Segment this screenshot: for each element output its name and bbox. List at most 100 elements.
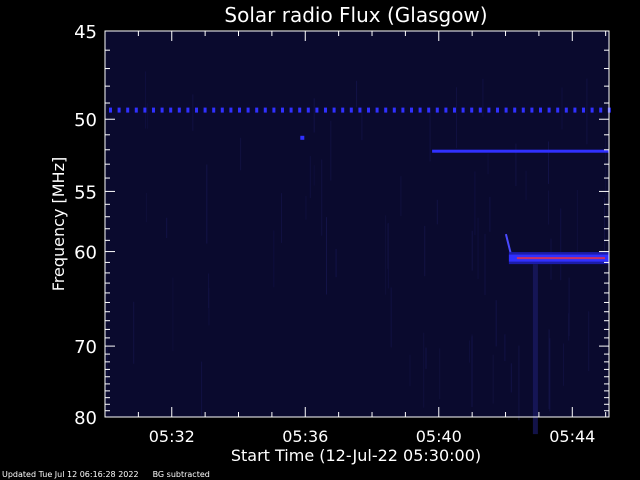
noise-streak — [424, 225, 426, 277]
noise-streak — [145, 71, 146, 129]
x-axis: 05:32 05:36 05:40 05:44 — [104, 31, 607, 446]
x-tick-label: 05:32 — [149, 427, 195, 446]
noise-streak — [172, 277, 174, 351]
dotted-band-mark — [195, 107, 198, 113]
dotted-band-mark — [203, 107, 207, 113]
y-tick-label: 50 — [74, 110, 97, 131]
dotted-band-mark — [539, 107, 542, 113]
dotted-band-mark — [358, 107, 362, 113]
dotted-band-mark — [186, 107, 190, 113]
x-tick-label: 05:44 — [549, 427, 595, 446]
noise-streak — [425, 347, 427, 369]
dotted-band-mark — [470, 107, 474, 113]
noise-streak — [510, 363, 512, 393]
dotted-band-mark — [590, 107, 594, 113]
y-tick-label: 70 — [74, 337, 97, 358]
noise-streak — [456, 87, 457, 149]
noise-streak — [361, 107, 363, 141]
dotted-band-mark — [530, 107, 534, 113]
noise-streak — [474, 171, 476, 235]
noise-streak — [588, 311, 590, 371]
noise-streak — [568, 277, 570, 337]
noise-streak — [515, 143, 517, 187]
noise-streak — [313, 165, 315, 186]
dotted-band-mark — [564, 107, 568, 113]
dotted-band-mark — [324, 107, 327, 113]
noise-streak — [313, 98, 315, 133]
dotted-band-mark — [220, 107, 224, 113]
dotted-band-mark — [418, 107, 422, 113]
dotted-band-mark — [143, 107, 147, 113]
plot-frame — [104, 30, 610, 418]
noise-streak — [548, 190, 550, 225]
background-streaks — [107, 71, 607, 421]
dotted-band-mark — [263, 107, 267, 113]
noise-streak — [429, 111, 431, 162]
band-60-peak — [516, 257, 605, 260]
y-axis: 45 50 55 60 70 80 — [74, 22, 609, 429]
updated-timestamp: Updated Tue Jul 12 06:16:28 2022 — [2, 470, 139, 479]
noise-streak — [390, 287, 392, 348]
noise-streak — [321, 159, 323, 236]
dotted-band-mark — [341, 107, 345, 113]
dotted-band-mark — [289, 107, 293, 113]
noise-streak — [586, 78, 588, 145]
dotted-band-mark — [453, 107, 456, 113]
noise-streak — [330, 120, 332, 181]
noise-streak — [309, 156, 311, 198]
noise-streak — [201, 361, 203, 416]
dotted-band-mark — [392, 107, 396, 113]
band-60-onset — [504, 233, 512, 255]
noise-streak — [548, 329, 550, 409]
dotted-band-mark — [306, 107, 310, 113]
dotted-band-mark — [556, 107, 560, 113]
dotted-band-mark — [281, 107, 284, 113]
dotted-band-mark — [332, 107, 336, 113]
noise-streak — [400, 176, 402, 216]
noise-streak — [107, 347, 108, 385]
y-tick-label: 60 — [74, 243, 97, 264]
noise-streak — [604, 197, 605, 259]
noise-streak — [561, 87, 563, 130]
noise-streak — [192, 94, 194, 131]
noise-streak — [335, 248, 337, 278]
dotted-band-mark — [487, 107, 491, 113]
emission-features — [109, 107, 611, 435]
dotted-band-mark — [478, 107, 482, 113]
spot-mark — [300, 135, 305, 140]
noise-streak — [471, 336, 473, 408]
noise-streak — [436, 199, 438, 225]
dotted-band-mark — [496, 107, 499, 113]
dotted-band-mark — [272, 107, 276, 113]
noise-streak — [240, 137, 242, 171]
noise-streak — [525, 170, 527, 200]
dotted-band-mark — [582, 107, 585, 113]
noise-streak — [423, 332, 425, 408]
noise-streak — [326, 217, 327, 295]
noise-streak — [605, 137, 607, 195]
noise-streak — [385, 215, 387, 295]
dotted-band-mark — [238, 107, 241, 113]
noise-streak — [563, 343, 564, 386]
noise-streak — [576, 190, 578, 253]
dotted-band-mark — [160, 107, 164, 113]
band-60-trail — [532, 264, 538, 435]
dotted-band-mark — [367, 107, 370, 113]
noise-streak — [560, 208, 562, 281]
dotted-band-mark — [599, 107, 603, 113]
bg-note: BG subtracted — [152, 470, 210, 479]
dotted-band-mark — [126, 107, 130, 113]
dotted-band-mark — [152, 107, 155, 113]
dotted-band-mark — [109, 107, 112, 113]
x-tick-label: 05:36 — [282, 427, 328, 446]
dotted-band-mark — [134, 107, 138, 113]
dotted-band-mark — [212, 107, 216, 113]
noise-streak — [487, 153, 489, 175]
dotted-band-mark — [117, 107, 121, 113]
noise-streak — [504, 334, 506, 361]
noise-streak — [484, 233, 486, 295]
dotted-band-mark — [401, 107, 405, 113]
y-tick-label: 45 — [74, 22, 97, 43]
noise-streak — [409, 354, 411, 387]
